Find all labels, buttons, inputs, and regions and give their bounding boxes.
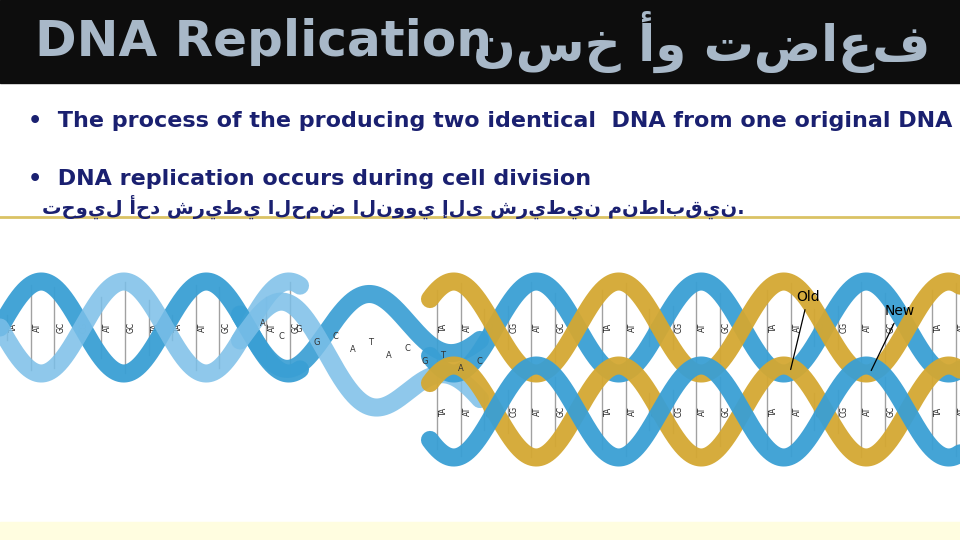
Text: AT: AT — [198, 323, 206, 332]
Text: GC: GC — [221, 322, 230, 333]
Text: GC: GC — [292, 322, 300, 333]
Text: GC: GC — [486, 322, 495, 333]
Text: AT: AT — [793, 407, 802, 416]
Text: G: G — [421, 357, 428, 366]
Text: CG: CG — [840, 322, 849, 333]
Text: TA: TA — [174, 323, 183, 332]
Text: AT: AT — [793, 323, 802, 332]
Text: GC: GC — [651, 322, 660, 333]
Text: Old: Old — [791, 290, 820, 369]
Text: AT: AT — [863, 407, 873, 416]
Text: GC: GC — [887, 322, 896, 333]
Bar — [0, 522, 960, 540]
Text: C: C — [404, 344, 410, 353]
Text: AT: AT — [463, 407, 471, 416]
Text: AT: AT — [958, 407, 960, 416]
Text: CG: CG — [510, 406, 518, 417]
Text: AT: AT — [534, 407, 542, 416]
Text: GC: GC — [651, 406, 660, 417]
Text: A: A — [350, 345, 356, 354]
Text: AT: AT — [463, 323, 471, 332]
Text: A: A — [458, 363, 464, 373]
Text: T: T — [369, 338, 373, 347]
Text: A: A — [386, 351, 392, 360]
Text: AT: AT — [628, 323, 636, 332]
Text: A: A — [260, 319, 266, 328]
Text: CG: CG — [510, 322, 518, 333]
Text: CG: CG — [80, 322, 88, 333]
Text: C: C — [278, 332, 284, 341]
Text: GC: GC — [722, 322, 731, 333]
Text: AT: AT — [863, 323, 873, 332]
Text: C: C — [476, 357, 482, 366]
Text: TA: TA — [934, 323, 943, 332]
Text: GC: GC — [486, 406, 495, 417]
Text: •  DNA replication occurs during cell division: • DNA replication occurs during cell div… — [28, 169, 591, 189]
Text: TA: TA — [439, 323, 448, 332]
Text: DNA Replication: DNA Replication — [35, 17, 492, 65]
Text: CG: CG — [245, 322, 253, 333]
Text: CG: CG — [675, 322, 684, 333]
Text: GC: GC — [816, 406, 826, 417]
Text: GC: GC — [127, 322, 136, 333]
Text: AT: AT — [698, 323, 708, 332]
Text: TA: TA — [9, 323, 18, 332]
Text: AT: AT — [534, 323, 542, 332]
Text: GC: GC — [887, 406, 896, 417]
Text: AT: AT — [958, 323, 960, 332]
Text: TA: TA — [604, 323, 613, 332]
Text: TA: TA — [604, 407, 613, 416]
Text: GC: GC — [722, 406, 731, 417]
Text: T: T — [441, 350, 445, 360]
Text: AT: AT — [628, 407, 636, 416]
Text: G: G — [314, 339, 321, 347]
Text: GC: GC — [557, 406, 566, 417]
Text: •  The process of the producing two identical  DNA from one original DNA: • The process of the producing two ident… — [28, 111, 952, 131]
Text: TA: TA — [151, 323, 159, 332]
Text: تحويل أحد شريطي الحمض النووي إلى شريطين منطابقين.: تحويل أحد شريطي الحمض النووي إلى شريطين … — [42, 195, 745, 219]
Text: C: C — [332, 332, 338, 341]
Bar — [0, 0, 960, 83]
Text: AT: AT — [33, 323, 41, 332]
Text: GC: GC — [816, 322, 826, 333]
Text: AT: AT — [269, 323, 277, 332]
Text: نسخ أو تضاعف: نسخ أو تضاعف — [472, 10, 930, 72]
Text: AT: AT — [698, 407, 708, 416]
Text: New: New — [872, 304, 915, 370]
Text: TA: TA — [769, 323, 778, 332]
Text: GC: GC — [57, 322, 65, 333]
Text: G: G — [296, 325, 302, 334]
Text: CG: CG — [675, 406, 684, 417]
Text: CG: CG — [840, 406, 849, 417]
Text: TA: TA — [934, 407, 943, 416]
Text: GC: GC — [557, 322, 566, 333]
Text: AT: AT — [104, 323, 112, 332]
Text: TA: TA — [769, 407, 778, 416]
Text: TA: TA — [439, 407, 448, 416]
